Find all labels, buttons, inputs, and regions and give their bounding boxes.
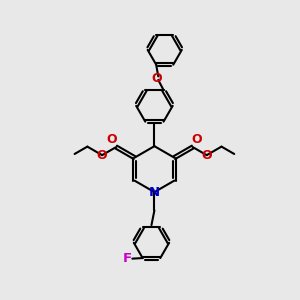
Text: O: O [151,72,162,85]
Text: N: N [149,186,160,199]
Text: F: F [123,252,132,265]
Text: O: O [107,134,117,146]
Text: O: O [191,134,202,146]
Text: O: O [201,149,212,162]
Text: O: O [97,149,107,162]
